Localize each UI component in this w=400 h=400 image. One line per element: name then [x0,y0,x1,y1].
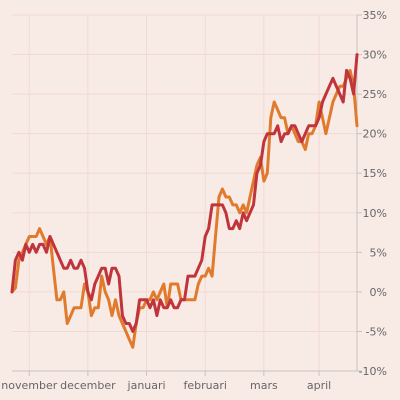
x-tick-label: april [307,379,331,392]
x-tick-label: november [1,379,57,392]
y-tick-label: 35% [363,9,387,22]
y-tick-label: 25% [363,88,387,101]
x-tick-label: januari [127,379,166,392]
y-tick-label: 15% [363,167,387,180]
y-tick-label: 30% [363,49,387,62]
y-tick-label: -10% [359,365,387,378]
series-line-1 [10,68,359,349]
y-tick-label: 20% [363,128,387,141]
y-tick-label: 5% [370,246,387,259]
y-tick-label: -5% [366,325,387,338]
x-tick-label: december [60,379,116,392]
series-line-2 [10,53,359,333]
y-tick-label: 10% [363,207,387,220]
y-tick-label: 0% [370,286,387,299]
x-tick-label: mars [250,379,278,392]
x-tick-label: februari [183,379,226,392]
